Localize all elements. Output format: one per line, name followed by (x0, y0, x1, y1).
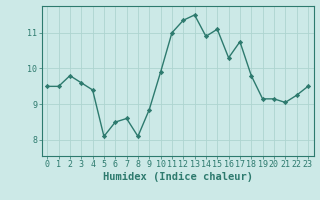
X-axis label: Humidex (Indice chaleur): Humidex (Indice chaleur) (103, 172, 252, 182)
